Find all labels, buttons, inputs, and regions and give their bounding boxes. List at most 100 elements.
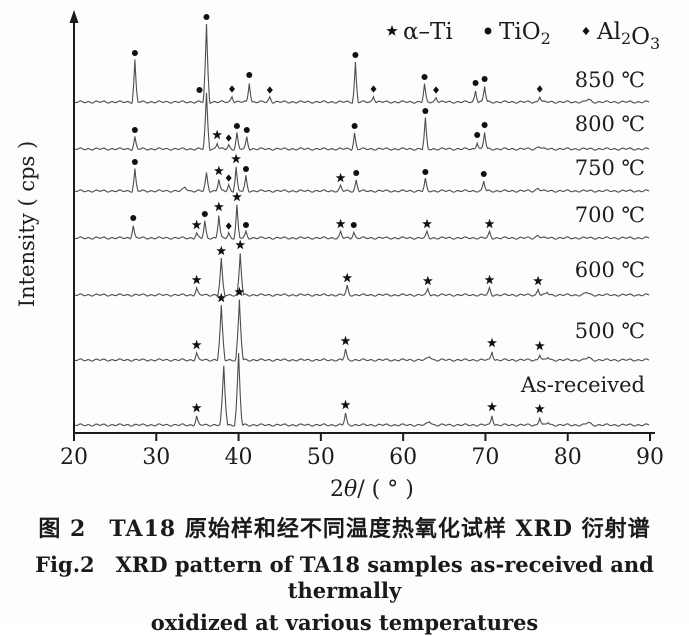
alpha-ti-star-marker	[216, 245, 227, 256]
legend-label: Al2O3	[596, 19, 660, 53]
xrd-trace-line	[74, 352, 650, 427]
alpha-ti-star-marker	[484, 218, 495, 229]
al2o3-diamond-marker	[225, 174, 232, 182]
xrd-chart: 20 30 40 50 60 70 80 90 2θ/ ( ° ) Intensity ( cps…	[15, 10, 664, 502]
x-tick-label: 20	[60, 445, 88, 470]
alpha-ti-star-marker	[534, 403, 545, 414]
trace-750C: 750 ℃	[74, 153, 650, 193]
x-tick-label: 80	[554, 445, 582, 470]
trace-label-500C: 500 ℃	[575, 319, 645, 343]
tio2-dot-marker	[196, 87, 203, 93]
trace-850C: 850 ℃	[74, 14, 650, 104]
legend-label: TiO2	[499, 19, 551, 48]
x-tick-label: 60	[389, 445, 417, 470]
tio2-dot-marker	[203, 14, 210, 20]
al2o3-diamond-marker	[536, 85, 543, 93]
xrd-trace-line	[74, 92, 650, 151]
tio2-dot-marker	[472, 80, 479, 86]
tio2-dot-marker	[353, 170, 360, 176]
caption-english-line1: Fig.2 XRD pattern of TA18 samples as-rec…	[35, 551, 654, 603]
al2o3-diamond-marker	[266, 86, 273, 94]
tio2-dot-marker	[481, 122, 488, 128]
alpha-ti-star-marker	[533, 275, 543, 286]
tio2-dot-marker	[484, 27, 492, 35]
tio2-dot-marker	[474, 132, 481, 138]
xrd-trace-line	[74, 299, 650, 362]
axes: 20 30 40 50 60 70 80 90 2θ/ ( ° ) Intensity ( cps…	[15, 10, 664, 502]
al2o3-diamond-marker	[228, 85, 235, 93]
tio2-dot-marker	[352, 52, 359, 58]
alpha-ti-star-marker	[342, 272, 353, 283]
xrd-trace-line	[74, 204, 650, 240]
caption-chinese: 图 2 TA18 原始样和经不同温度热氧化试样 XRD 衍射谱	[38, 516, 651, 542]
alpha-ti-star-marker	[422, 218, 432, 229]
tio2-dot-marker	[422, 108, 429, 114]
x-axis-title: 2θ/ ( ° )	[330, 477, 414, 502]
alpha-ti-star-marker	[191, 339, 202, 350]
alpha-ti-star-marker	[487, 337, 497, 348]
alpha-ti-star-marker	[340, 399, 351, 410]
tio2-dot-marker	[233, 123, 240, 129]
trace-label-600C: 600 ℃	[575, 258, 645, 282]
y-axis-title: Intensity ( cps )	[15, 141, 39, 307]
tio2-dot-marker	[131, 50, 138, 56]
trace-500C: 500 ℃	[74, 286, 650, 362]
x-tick-label: 40	[225, 445, 253, 470]
x-tick-label: 30	[142, 445, 170, 470]
legend-label: α–Ti	[403, 19, 453, 45]
legend: α–Ti TiO2 Al2O3	[386, 19, 660, 53]
y-axis-arrow	[69, 10, 79, 23]
x-tick-label: 50	[307, 445, 335, 470]
trace-label-850C: 850 ℃	[575, 68, 645, 92]
trace-700C: 700 ℃	[74, 191, 650, 240]
alpha-ti-star-marker	[484, 274, 495, 285]
tio2-dot-marker	[243, 127, 250, 133]
xrd-trace-line	[74, 253, 650, 297]
tio2-dot-marker	[242, 166, 249, 172]
alpha-ti-star-marker	[534, 340, 545, 351]
trace-label-700C: 700 ℃	[575, 203, 645, 227]
trace-600C: 600 ℃	[74, 239, 650, 297]
alpha-ti-star-marker	[191, 274, 202, 285]
alpha-ti-star-marker	[191, 402, 202, 413]
tio2-dot-marker	[422, 169, 429, 175]
trace-label-800C: 800 ℃	[575, 112, 645, 136]
alpha-ti-star-marker	[213, 165, 224, 176]
alpha-ti-star-marker	[216, 292, 227, 303]
alpha-ti-star-marker	[234, 286, 245, 297]
tio2-dot-marker	[421, 74, 428, 80]
tio2-dot-marker	[350, 222, 357, 228]
alpha-ti-star-marker	[340, 335, 351, 346]
alpha-ti-star-marker	[335, 218, 346, 229]
al2o3-diamond-marker	[433, 86, 440, 94]
trace-800C: 800 ℃	[74, 87, 650, 151]
xrd-trace-line	[74, 166, 650, 193]
tio2-dot-marker	[480, 171, 487, 177]
caption-english-line2: oxidized at various temperatures	[150, 610, 539, 635]
alpha-ti-star-marker	[213, 201, 224, 212]
alpha-ti-star-marker	[335, 172, 346, 183]
tio2-dot-marker	[201, 211, 208, 217]
tio2-dot-marker	[351, 123, 358, 129]
al2o3-diamond-marker	[582, 26, 590, 36]
al2o3-diamond-marker	[370, 85, 377, 93]
al2o3-diamond-marker	[225, 134, 232, 142]
alpha-ti-star-marker	[235, 239, 246, 250]
alpha-ti-star-marker	[386, 25, 398, 36]
al2o3-diamond-marker	[225, 222, 232, 230]
tio2-dot-marker	[481, 76, 488, 82]
tio2-dot-marker	[242, 222, 249, 228]
trace-label-as-received: As-received	[520, 373, 645, 397]
alpha-ti-star-marker	[191, 219, 202, 230]
tio2-dot-marker	[131, 159, 138, 165]
alpha-ti-star-marker	[232, 191, 242, 202]
trace-label-750C: 750 ℃	[575, 156, 645, 180]
alpha-ti-star-marker	[487, 401, 497, 412]
x-tick-label: 90	[636, 445, 664, 470]
trace-as-received: As-received	[74, 352, 650, 427]
tio2-dot-marker	[131, 127, 138, 133]
alpha-ti-star-marker	[231, 153, 241, 164]
x-tick-label: 70	[471, 445, 499, 470]
alpha-ti-star-marker	[212, 129, 223, 140]
